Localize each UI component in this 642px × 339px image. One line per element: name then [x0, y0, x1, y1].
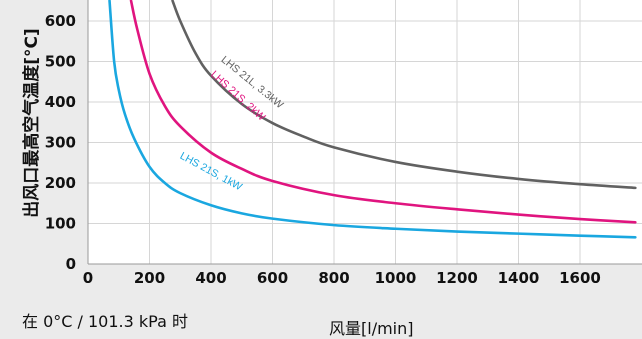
x-tick-label: 400 [195, 269, 226, 287]
x-tick-label: 800 [318, 269, 349, 287]
condition-note: 在 0°C / 101.3 kPa 时 [22, 312, 188, 331]
y-tick-label: 500 [45, 53, 76, 71]
x-tick-label: 1600 [559, 269, 601, 287]
y-tick-label: 200 [45, 174, 76, 192]
y-tick-label: 400 [45, 93, 76, 111]
y-axis-label: 出风口最高空气温度[°C] [21, 28, 42, 218]
y-tick-label: 600 [45, 12, 76, 30]
series-line [108, 0, 637, 239]
series-layer [108, 0, 637, 239]
x-tick-label: 1000 [375, 269, 417, 287]
x-tick-label: 1400 [498, 269, 540, 287]
x-tick-label: 200 [134, 269, 165, 287]
x-axis-label: 风量[l/min] [329, 319, 414, 338]
y-tick-label: 100 [45, 215, 76, 233]
plot-area [88, 0, 642, 264]
series-line [129, 0, 637, 224]
x-tick-label: 1200 [436, 269, 478, 287]
x-tick-label: 600 [257, 269, 288, 287]
y-tick-label: 0 [66, 255, 76, 273]
x-tick-label: 0 [83, 269, 93, 287]
series-line [171, 0, 637, 190]
y-tick-label: 300 [45, 134, 76, 152]
tick-labels: 0 200 400 600 800 1000 1200 1400 1600 0 100 200 300 4… [45, 12, 601, 287]
